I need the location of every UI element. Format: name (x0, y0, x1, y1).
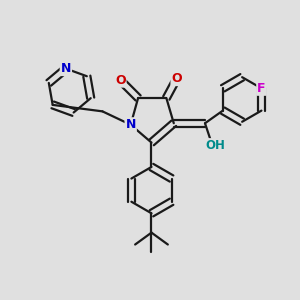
Text: F: F (257, 82, 266, 95)
Text: O: O (171, 72, 182, 85)
Text: N: N (61, 62, 71, 75)
Text: O: O (115, 74, 126, 87)
Text: OH: OH (206, 139, 225, 152)
Text: N: N (125, 118, 136, 131)
